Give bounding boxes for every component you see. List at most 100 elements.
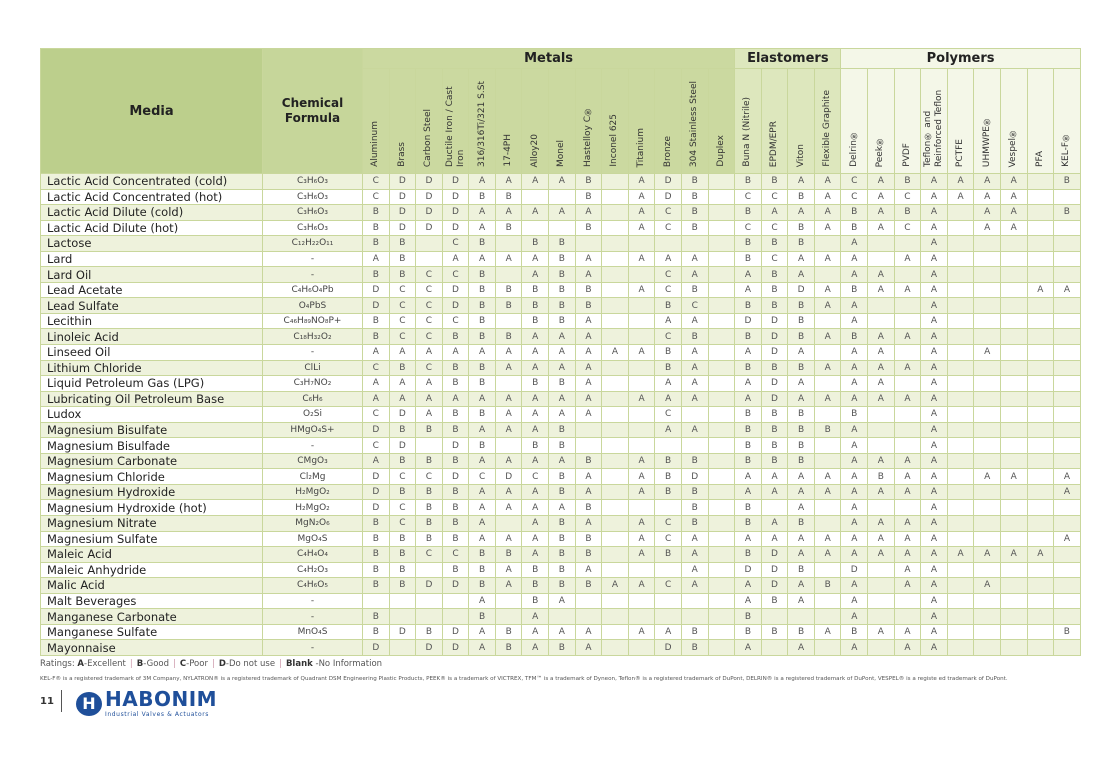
rating-cell: C	[388, 499, 417, 517]
rating-cell	[999, 297, 1028, 314]
rating-cell	[867, 437, 895, 454]
rating-cell	[867, 499, 895, 517]
rating-cell: B	[388, 359, 417, 377]
group-header-polymers: Polymers	[840, 48, 1081, 69]
rating-cell	[494, 437, 523, 454]
rating-cell: C	[362, 437, 390, 454]
rating-cell: A	[840, 266, 869, 283]
rating-cell: A	[813, 328, 842, 346]
table-row: Linseed Oil - A A A A A A A A A A A B A A D A A A A A	[40, 344, 1081, 361]
column-header: 316/316Ti/321 S.St	[468, 68, 496, 174]
rating-cell: A	[494, 483, 523, 501]
rating-cell	[707, 281, 736, 299]
rating-cell: B	[787, 421, 815, 439]
rating-cell: A	[627, 468, 656, 485]
rating-cell	[601, 312, 629, 330]
rating-cell: C	[893, 188, 922, 206]
logo-tagline: Industrial Valves & Actuators	[105, 711, 210, 718]
rating-cell	[867, 235, 895, 252]
rating-cell	[999, 235, 1028, 252]
rating-cell	[946, 577, 975, 594]
rating-cell	[601, 266, 629, 283]
rating-cell	[999, 250, 1028, 268]
rating-cell: A	[574, 561, 603, 579]
media-name: Lead Sulfate	[40, 297, 263, 314]
rating-cell	[601, 499, 629, 517]
rating-cell: B	[362, 235, 390, 252]
column-header-label: Flexible Graphite	[822, 90, 833, 167]
column-header: Bronze	[654, 68, 682, 174]
rating-cell: A	[521, 421, 550, 439]
rating-cell	[1053, 344, 1081, 361]
media-name: Lactic Acid Concentrated (hot)	[40, 188, 263, 206]
rating-cell	[973, 375, 1001, 392]
rating-cell: A	[920, 452, 948, 470]
rating-cell	[548, 219, 576, 237]
rating-cell: A	[787, 344, 815, 361]
rating-cell: A	[999, 173, 1028, 190]
rating-cell	[946, 281, 975, 299]
rating-cell	[867, 297, 895, 314]
rating-cell	[1053, 266, 1081, 283]
rating-cell: A	[840, 577, 869, 594]
rating-cell	[1053, 546, 1081, 563]
rating-cell	[601, 219, 629, 237]
rating-cell	[574, 592, 603, 610]
rating-cell: A	[840, 546, 869, 563]
rating-cell: A	[787, 375, 815, 392]
table-row: Lactic Acid Concentrated (cold) C₃H₆O₃ C D D…	[40, 173, 1081, 190]
rating-cell	[973, 452, 1001, 470]
rating-cell	[707, 328, 736, 346]
rating-cell: C	[654, 328, 682, 346]
rating-cell	[973, 592, 1001, 610]
table-row: Lactic Acid Dilute (hot) C₃H₆O₃ B D D D A B B A C B…	[40, 219, 1081, 237]
rating-cell: B	[415, 483, 443, 501]
rating-cell	[867, 421, 895, 439]
rating-cell	[1053, 219, 1081, 237]
rating-cell: B	[388, 266, 417, 283]
rating-cell	[574, 437, 603, 454]
rating-cell	[813, 608, 842, 625]
rating-cell	[999, 266, 1028, 283]
media-name: Maleic Acid	[40, 546, 263, 563]
rating-cell: B	[734, 359, 762, 377]
rating-cell: A	[973, 577, 1001, 594]
rating-cell: D	[760, 312, 789, 330]
rating-cell: A	[734, 639, 762, 656]
rating-cell: B	[734, 623, 762, 641]
rating-cell: D	[654, 639, 682, 656]
rating-cell: A	[680, 312, 709, 330]
rating-cell	[760, 639, 789, 656]
rating-cell: A	[734, 266, 762, 283]
rating-cell: B	[494, 623, 523, 641]
chemical-formula: C₄H₄O₄	[262, 546, 363, 563]
rating-cell	[973, 437, 1001, 454]
rating-cell: A	[574, 328, 603, 346]
rating-cell	[946, 390, 975, 408]
rating-cell	[1053, 359, 1081, 377]
rating-cell	[813, 452, 842, 470]
rating-cell: B	[548, 235, 576, 252]
rating-cell	[1053, 577, 1081, 594]
rating-cell: A	[867, 328, 895, 346]
column-header-label: Peek®	[875, 135, 886, 167]
rating-cell: B	[548, 250, 576, 268]
rating-cell: A	[867, 452, 895, 470]
column-header-label: Viton	[795, 143, 806, 167]
rating-cell	[494, 312, 523, 330]
rating-cell: A	[867, 375, 895, 392]
rating-cell	[1053, 328, 1081, 346]
rating-cell: B	[840, 281, 869, 299]
rating-cell: A	[893, 546, 922, 563]
table-row: Lactose C₁₂H₂₂O₁₁ B B C B B B B B B A A	[40, 235, 1081, 252]
column-header: Monel	[548, 68, 576, 174]
rating-cell: A	[920, 639, 948, 656]
rating-cell: C	[441, 266, 470, 283]
rating-cell	[946, 204, 975, 221]
column-header: Flexible Graphite	[813, 68, 842, 174]
rating-cell: A	[760, 468, 789, 485]
rating-cell: B	[840, 406, 869, 423]
rating-cell	[707, 639, 736, 656]
rating-cell	[973, 281, 1001, 299]
rating-cell	[601, 546, 629, 563]
